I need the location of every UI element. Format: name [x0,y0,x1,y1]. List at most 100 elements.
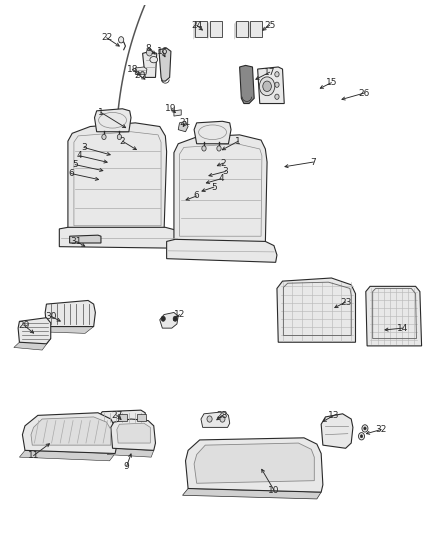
Text: 12: 12 [174,310,185,319]
Text: 9: 9 [124,462,130,471]
Text: 1: 1 [98,108,104,117]
Polygon shape [117,423,150,443]
FancyBboxPatch shape [250,21,262,37]
Text: 6: 6 [194,191,200,200]
Polygon shape [186,438,323,492]
Text: 28: 28 [217,411,228,420]
Circle shape [102,134,106,140]
Circle shape [275,71,279,77]
Polygon shape [143,51,157,77]
Text: 26: 26 [358,88,370,98]
Polygon shape [19,450,115,461]
Polygon shape [277,278,356,342]
Text: 24: 24 [191,21,202,30]
Polygon shape [174,135,267,243]
Polygon shape [258,67,284,103]
Polygon shape [234,21,236,40]
Polygon shape [166,239,277,262]
Polygon shape [194,443,314,483]
Circle shape [161,316,166,321]
Polygon shape [45,301,95,327]
Polygon shape [366,286,422,346]
Ellipse shape [150,56,158,63]
Text: 2: 2 [120,136,125,146]
Polygon shape [100,410,146,424]
Circle shape [364,427,366,430]
Text: 3: 3 [223,167,228,176]
FancyBboxPatch shape [209,21,222,37]
Polygon shape [135,67,147,74]
Polygon shape [68,123,166,231]
Polygon shape [321,414,353,448]
Text: 16: 16 [157,47,168,56]
Polygon shape [178,122,188,132]
Circle shape [259,77,275,96]
Polygon shape [183,488,321,499]
Text: 18: 18 [127,64,138,74]
Polygon shape [59,228,180,248]
Text: 17: 17 [264,68,276,77]
Text: 13: 13 [328,411,340,420]
Text: 2: 2 [220,159,226,167]
Circle shape [358,433,364,440]
Text: 10: 10 [268,486,280,495]
Text: 14: 14 [397,324,408,333]
Circle shape [360,435,363,438]
Circle shape [220,416,225,422]
Polygon shape [248,21,250,40]
Circle shape [207,416,212,422]
Text: 32: 32 [375,425,387,434]
Text: 11: 11 [28,451,39,460]
Polygon shape [138,414,146,421]
Circle shape [217,146,221,151]
Polygon shape [41,327,94,333]
Polygon shape [95,109,131,132]
Text: 22: 22 [101,33,112,42]
Text: 21: 21 [180,118,191,127]
Polygon shape [193,21,195,40]
Polygon shape [31,417,111,445]
Polygon shape [174,110,181,116]
Circle shape [275,82,279,87]
Polygon shape [18,318,51,344]
Polygon shape [22,413,117,454]
Circle shape [146,49,152,56]
Text: 7: 7 [311,158,316,166]
Polygon shape [159,48,171,81]
Text: 30: 30 [45,312,57,321]
Circle shape [119,37,124,43]
Text: 15: 15 [326,78,337,87]
Text: 23: 23 [340,297,351,306]
FancyBboxPatch shape [195,21,208,37]
Text: 27: 27 [111,411,123,420]
Text: 1: 1 [236,136,241,146]
Text: 29: 29 [18,320,29,329]
Text: 31: 31 [71,237,82,246]
Text: 4: 4 [77,151,82,160]
Polygon shape [208,21,209,40]
Text: 3: 3 [81,143,87,152]
Polygon shape [240,66,254,103]
Polygon shape [107,448,154,457]
Text: 5: 5 [211,183,217,191]
Polygon shape [160,312,178,328]
Polygon shape [118,414,127,421]
Circle shape [202,146,206,151]
Polygon shape [70,235,101,243]
Circle shape [117,134,122,140]
Circle shape [173,316,177,321]
Text: 25: 25 [264,21,276,30]
Text: 8: 8 [145,44,151,53]
Polygon shape [111,419,155,450]
Text: 20: 20 [134,71,145,80]
Text: 19: 19 [165,104,177,113]
Circle shape [362,425,368,432]
Circle shape [263,81,272,92]
Polygon shape [14,338,51,350]
FancyBboxPatch shape [236,21,248,37]
Circle shape [275,94,279,99]
Text: 4: 4 [218,174,224,183]
Polygon shape [97,424,144,429]
Text: 5: 5 [72,160,78,169]
Text: 6: 6 [68,169,74,178]
